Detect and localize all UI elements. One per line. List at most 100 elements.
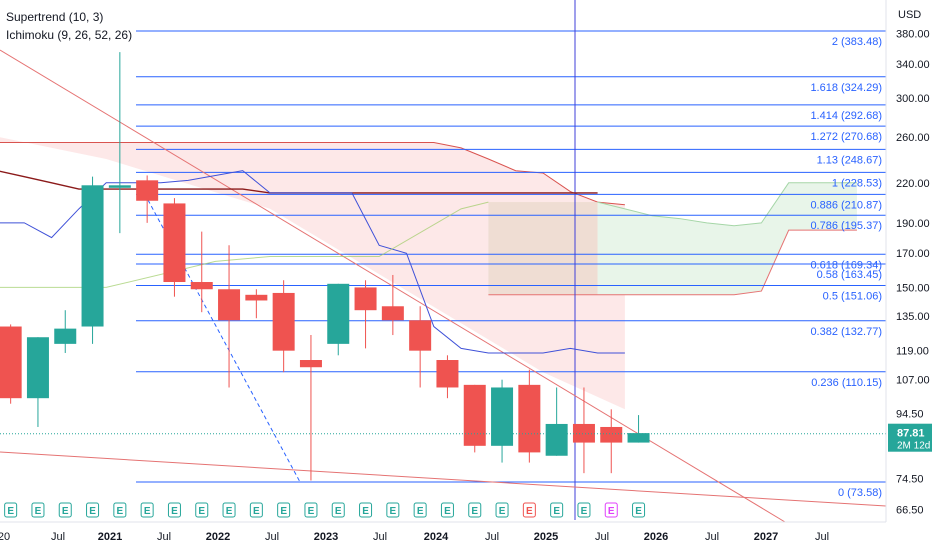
earnings-marker[interactable]: E [86,502,100,518]
supertrend-line [0,142,625,206]
svg-text:E: E [553,506,560,517]
fib-label: 0 (73.58) [838,487,882,499]
candle-body [518,384,541,453]
kumo-box [488,202,598,295]
svg-text:E: E [226,506,233,517]
earnings-marker[interactable]: E [495,502,509,518]
earnings-marker[interactable]: E [550,502,564,518]
legend-supertrend[interactable]: Supertrend (10, 3) [6,10,104,24]
svg-text:E: E [280,506,287,517]
fib-label: 0.58 (163.45) [817,269,882,281]
earnings-marker[interactable]: E [113,502,127,518]
svg-text:E: E [335,506,342,517]
time-tick: 2022 [206,531,230,543]
time-tick: Jul [705,531,719,543]
time-tick: Jul [373,531,387,543]
fib-label: 0.886 (210.87) [810,199,882,211]
earnings-marker[interactable]: E [577,502,591,518]
candle-body [54,328,77,344]
time-tick: 2024 [424,531,449,543]
candle-body [26,337,49,399]
svg-text:E: E [471,506,478,517]
time-tick: 2021 [98,531,122,543]
earnings-marker[interactable]: E [331,502,345,518]
svg-text:E: E [198,506,205,517]
candle-body [299,360,322,368]
fib-anchor-dashed [147,199,301,483]
currency-label: USD [898,9,921,21]
price-tick: 135.00 [896,311,930,323]
svg-text:E: E [526,506,533,517]
earnings-marker[interactable]: E [386,502,400,518]
time-tick: Jul [815,531,829,543]
time-tick: Jul [595,531,609,543]
legend-ichimoku[interactable]: Ichimoku (9, 26, 52, 26) [6,28,133,42]
candle-body [0,326,22,399]
price-tick: 94.50 [896,409,924,421]
svg-text:E: E [62,506,69,517]
earnings-marker[interactable]: E [277,502,291,518]
svg-text:E: E [499,506,506,517]
earnings-marker[interactable]: E [195,502,209,518]
fib-label: 0.786 (195.37) [810,220,882,232]
candle-body [545,423,568,456]
earnings-marker[interactable]: E [413,502,427,518]
svg-text:E: E [89,506,96,517]
earnings-marker[interactable]: E [632,502,646,518]
price-tag [888,423,932,452]
earnings-marker[interactable]: E [249,502,263,518]
time-tick: Jul [265,531,279,543]
price-tick: 300.00 [896,93,930,105]
price-tick: 380.00 [896,28,930,40]
price-tick: 150.00 [896,282,930,294]
fib-label: 0.5 (151.06) [823,290,882,302]
earnings-marker[interactable]: E [222,502,236,518]
candle-body [245,294,268,301]
svg-text:E: E [362,506,369,517]
supertrend-fill [0,137,625,410]
time-axis [0,522,932,550]
candle-body [327,283,350,344]
price-tag-countdown: 2M 12d [897,441,930,452]
earnings-marker[interactable]: E [522,502,536,518]
earnings-marker[interactable]: E [4,502,18,518]
svg-text:E: E [171,506,178,517]
price-tick: 340.00 [896,59,930,71]
candle-body [163,203,186,283]
price-tick: 190.00 [896,218,930,230]
svg-text:E: E [117,506,124,517]
earnings-marker[interactable]: E [359,502,373,518]
time-tick: 2026 [644,531,668,543]
svg-text:E: E [417,506,424,517]
time-tick: 2023 [314,531,338,543]
candle-body [381,306,404,321]
senkou-a-line [597,182,857,227]
earnings-marker[interactable]: E [604,502,618,518]
time-tick: 2027 [754,531,778,543]
price-axis [886,0,932,550]
earnings-marker[interactable]: E [140,502,154,518]
fib-label: 1.414 (292.68) [810,110,882,122]
earnings-marker[interactable]: E [440,502,454,518]
earnings-marker[interactable]: E [31,502,45,518]
price-tag-value: 87.81 [897,428,925,440]
senkou-b-line [488,229,857,296]
svg-text:E: E [444,506,451,517]
candle-body [463,384,486,446]
fib-label: 1.618 (324.29) [810,82,882,94]
candle-body [136,180,159,201]
earnings-marker[interactable]: E [468,502,482,518]
earnings-marker[interactable]: E [304,502,318,518]
svg-text:E: E [253,506,260,517]
fib-label: 0.618 (169.34) [810,259,882,271]
candle-body [627,433,650,443]
candle-body [108,185,131,188]
fib-label: 1.13 (248.67) [817,154,882,166]
earnings-marker[interactable]: E [58,502,72,518]
price-tick: 170.00 [896,248,930,260]
earnings-marker[interactable]: E [167,502,181,518]
candle-body [436,360,459,388]
time-tick: Jul [51,531,65,543]
price-tick: 119.00 [896,346,929,358]
